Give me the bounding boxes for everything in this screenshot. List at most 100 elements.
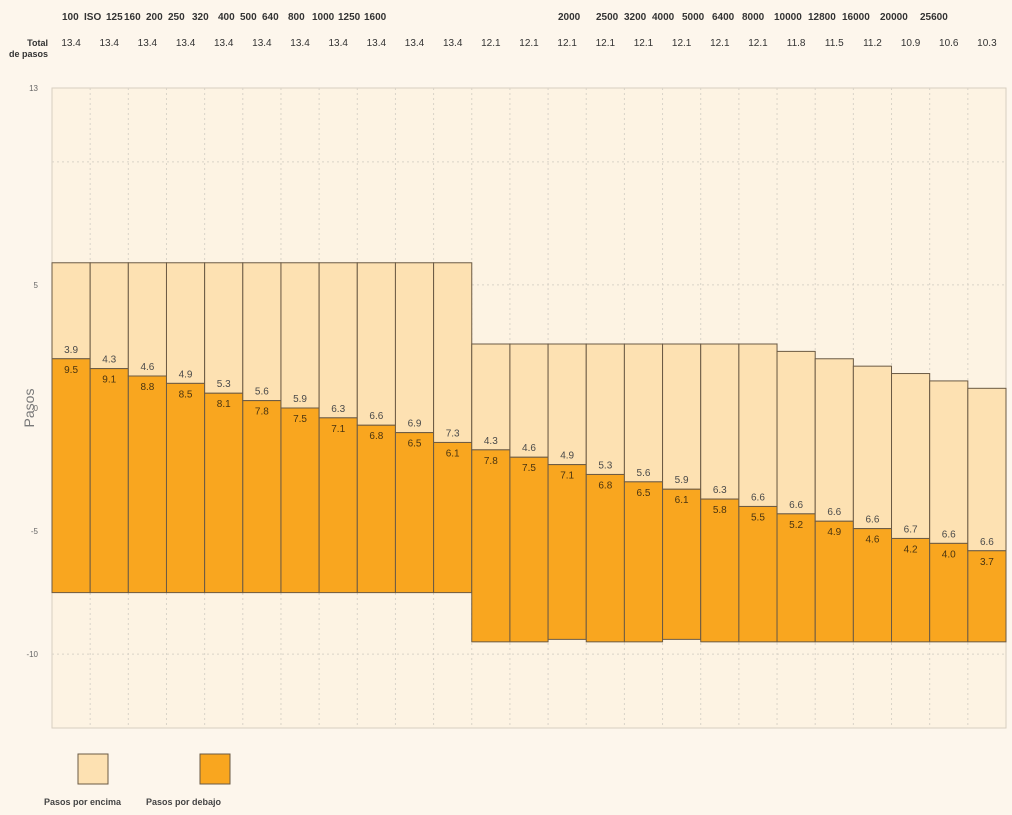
data-label-below: 6.8	[369, 431, 383, 442]
bar-above	[280, 262, 320, 409]
bar-above	[738, 343, 778, 507]
data-label-above: 5.6	[637, 468, 651, 479]
data-label-above: 6.6	[751, 492, 765, 503]
iso-value: 125	[106, 12, 123, 23]
total-row-label: Total	[27, 38, 48, 48]
iso-value: 1600	[364, 12, 387, 23]
total-row-label: de pasos	[9, 49, 48, 59]
data-label-below: 5.2	[789, 520, 803, 531]
bar-above	[929, 380, 969, 544]
bar-below	[204, 392, 244, 594]
iso-value: 200	[146, 12, 163, 23]
data-label-above: 6.3	[713, 485, 727, 496]
bar-below	[776, 513, 816, 643]
legend-label-above: Pasos por encima	[44, 797, 122, 807]
total-value: 13.4	[176, 38, 196, 49]
bar-above	[356, 262, 396, 426]
bar-below	[127, 375, 167, 594]
data-label-below: 9.5	[64, 365, 78, 376]
bar-above	[662, 343, 702, 490]
data-label-above: 4.9	[560, 451, 574, 462]
data-label-below: 5.5	[751, 512, 765, 523]
data-label-below: 8.1	[217, 399, 231, 410]
bar-below	[471, 449, 511, 643]
data-label-above: 5.9	[293, 394, 307, 405]
total-value: 12.1	[519, 38, 539, 49]
bar-above	[547, 343, 587, 466]
bar-below	[394, 432, 435, 594]
data-label-above: 6.6	[827, 507, 841, 518]
y-axis-label: Pasos	[21, 389, 37, 428]
bar-above	[776, 350, 816, 515]
bar-below	[242, 400, 282, 594]
total-value: 13.4	[100, 38, 120, 49]
bar-below	[891, 537, 931, 643]
y-tick-label: 13	[29, 84, 38, 93]
bar-above	[51, 262, 91, 360]
data-label-below: 6.5	[637, 488, 651, 499]
total-value: 13.4	[61, 38, 81, 49]
total-value: 11.8	[787, 38, 806, 49]
y-tick-label: -10	[26, 650, 38, 659]
data-label-above: 5.9	[675, 475, 689, 486]
bar-above	[318, 262, 358, 419]
data-label-below: 7.8	[484, 456, 498, 467]
data-label-below: 7.5	[293, 414, 307, 425]
bar-above	[89, 262, 129, 370]
data-label-above: 4.6	[522, 443, 536, 454]
bar-above	[471, 343, 511, 451]
bar-below	[51, 358, 91, 594]
bar-below	[814, 520, 854, 643]
bar-below	[585, 473, 625, 643]
iso-value: 800	[288, 12, 305, 23]
legend-swatch-above	[77, 753, 109, 785]
iso-label: ISO	[84, 12, 101, 23]
total-value: 13.4	[405, 38, 425, 49]
data-label-below: 7.8	[255, 407, 269, 418]
iso-value: 2000	[558, 12, 581, 23]
legend-swatch-below	[199, 753, 231, 785]
bar-below	[356, 424, 396, 594]
bar-below	[700, 498, 740, 643]
bar-above	[242, 262, 282, 402]
data-label-below: 4.9	[827, 527, 841, 538]
data-label-above: 6.7	[904, 524, 918, 535]
bar-above	[433, 262, 473, 443]
iso-value: 100	[62, 12, 79, 23]
data-label-above: 4.6	[140, 362, 154, 373]
data-label-above: 6.3	[331, 404, 345, 415]
data-label-below: 6.8	[598, 480, 612, 491]
iso-value: 20000	[880, 12, 908, 23]
bar-below	[738, 505, 778, 643]
total-value: 13.4	[138, 38, 158, 49]
iso-value: 8000	[742, 12, 765, 23]
data-label-below: 7.1	[331, 424, 345, 435]
data-label-above: 4.3	[102, 355, 116, 366]
total-value: 11.2	[863, 38, 882, 49]
iso-value: 5000	[682, 12, 705, 23]
total-value: 13.4	[290, 38, 310, 49]
data-label-above: 6.6	[865, 515, 879, 526]
data-label-above: 7.3	[446, 428, 460, 439]
bar-below	[509, 456, 549, 643]
data-label-above: 6.6	[980, 537, 994, 548]
data-label-above: 6.9	[408, 419, 422, 430]
total-value: 13.4	[252, 38, 272, 49]
total-value: 10.3	[977, 38, 997, 49]
data-label-above: 5.3	[598, 460, 612, 471]
bar-below	[89, 368, 129, 594]
data-label-below: 8.8	[140, 382, 154, 393]
total-value: 13.4	[328, 38, 348, 49]
data-label-below: 3.7	[980, 557, 994, 568]
data-label-above: 6.6	[369, 411, 383, 422]
data-label-below: 8.5	[179, 389, 193, 400]
bar-above	[127, 262, 167, 377]
iso-value: 640	[262, 12, 279, 23]
bar-below	[929, 542, 969, 643]
total-value: 12.1	[596, 38, 616, 49]
bar-above	[700, 343, 740, 500]
bar-above	[394, 262, 435, 434]
iso-value: 3200	[624, 12, 647, 23]
total-value: 12.1	[634, 38, 654, 49]
